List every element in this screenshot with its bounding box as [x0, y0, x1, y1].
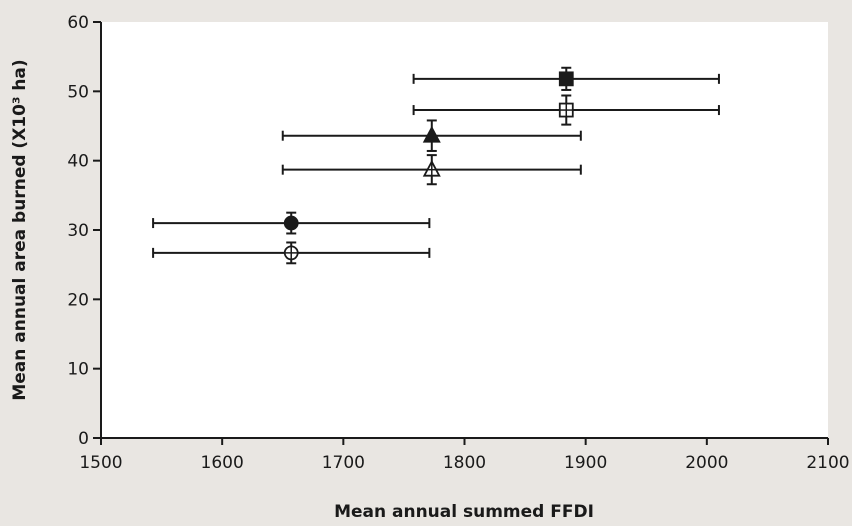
y-tick-label: 20	[67, 290, 89, 310]
x-tick-label: 1900	[564, 453, 607, 473]
y-tick-label: 50	[67, 82, 89, 102]
data-marks	[152, 66, 720, 265]
data-point-filled-triangle	[281, 119, 582, 152]
x-tick-label: 2100	[806, 453, 849, 473]
data-point-filled-circle	[152, 211, 431, 235]
point-marker	[283, 215, 299, 231]
x-tick-label: 1800	[443, 453, 486, 473]
point-marker	[558, 71, 574, 87]
data-point-filled-square	[412, 66, 720, 91]
y-tick-label: 60	[67, 13, 89, 33]
x-axis-title: Mean annual summed FFDI	[334, 502, 594, 522]
y-tick-label: 0	[78, 429, 89, 449]
x-tick-label: 1500	[79, 453, 122, 473]
point-marker	[422, 125, 441, 143]
y-tick-label: 10	[67, 360, 89, 380]
data-point-open-circle	[152, 241, 431, 265]
data-point-open-square	[412, 94, 720, 126]
y-axis-title: Mean annual area burned (X10³ ha)	[10, 59, 30, 400]
y-tick-label: 40	[67, 152, 89, 172]
x-tick-label: 1700	[322, 453, 365, 473]
y-tick-label: 30	[67, 221, 89, 241]
x-tick-label: 1600	[201, 453, 244, 473]
plot-area	[101, 22, 828, 438]
data-point-open-triangle	[281, 154, 582, 186]
axes: 1500 1600 1700 1800 1900 2000 2100 0 10 20 30 40 50 6…	[67, 13, 849, 473]
x-tick-label: 2000	[685, 453, 728, 473]
